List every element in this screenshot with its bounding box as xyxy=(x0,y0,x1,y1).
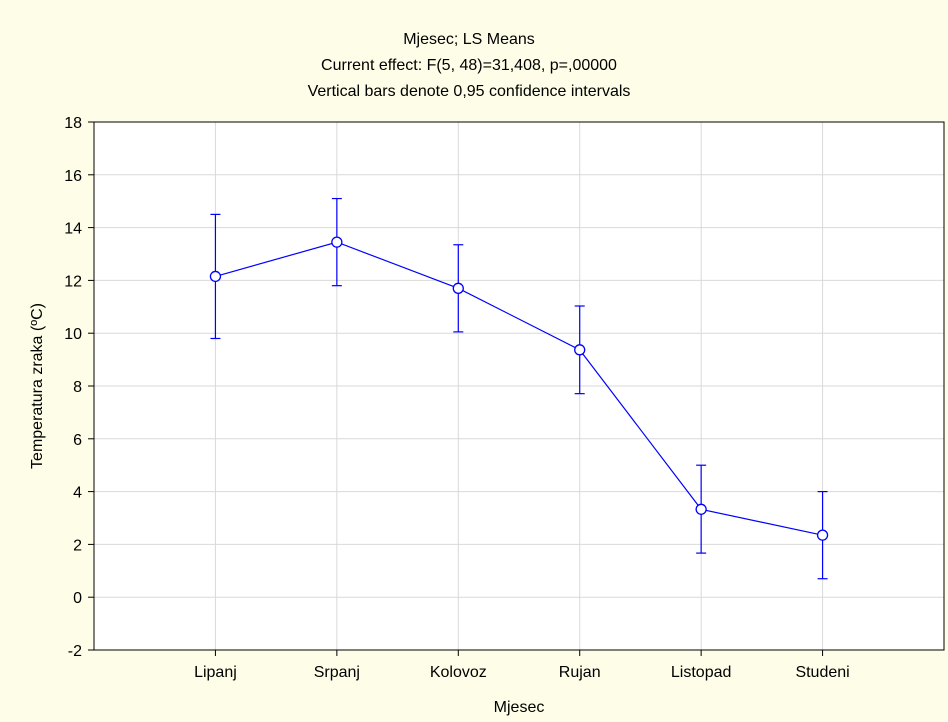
chart-title-line-2: Current effect: F(5, 48)=31,408, p=,0000… xyxy=(321,57,617,74)
y-tick-label: 14 xyxy=(64,221,82,238)
y-tick-label: 2 xyxy=(73,537,82,554)
chart-title-line-1: Mjesec; LS Means xyxy=(403,31,535,48)
x-axis: Lipanj Srpanj Kolovoz Rujan Listopad Studeni xyxy=(194,650,850,681)
data-point xyxy=(331,236,343,248)
y-tick-label: 12 xyxy=(64,273,82,290)
data-point xyxy=(209,270,222,283)
y-tick-label: 8 xyxy=(73,379,82,396)
y-tick-label: 10 xyxy=(64,326,82,343)
series-temperature xyxy=(209,197,829,580)
chart-title: Mjesec; LS Means Current effect: F(5, 48… xyxy=(308,31,631,100)
data-point xyxy=(695,503,707,515)
y-tick-label: 4 xyxy=(73,485,82,502)
y-tick-label: 16 xyxy=(64,168,82,185)
x-tick-label: Lipanj xyxy=(194,664,237,681)
data-point xyxy=(816,529,829,541)
x-axis-label: Mjesec xyxy=(494,699,545,716)
y-axis-label: Temperatura zraka (ºC) xyxy=(29,303,46,469)
series-line xyxy=(215,241,823,536)
chart-title-line-3: Vertical bars denote 0,95 confidence int… xyxy=(308,83,631,100)
x-tick-label: Srpanj xyxy=(314,664,360,681)
y-axis: -2 0 2 4 6 8 10 12 14 16 18 xyxy=(64,115,94,660)
data-point xyxy=(574,344,586,356)
x-tick-label: Rujan xyxy=(559,664,601,681)
y-tick-label: -2 xyxy=(68,643,82,660)
y-tick-label: 18 xyxy=(64,115,82,132)
y-tick-label: 6 xyxy=(73,432,82,449)
x-tick-label: Studeni xyxy=(795,664,849,681)
data-point xyxy=(452,282,464,294)
y-tick-label: 0 xyxy=(73,590,82,607)
x-tick-label: Listopad xyxy=(671,664,732,681)
x-tick-label: Kolovoz xyxy=(430,664,487,681)
